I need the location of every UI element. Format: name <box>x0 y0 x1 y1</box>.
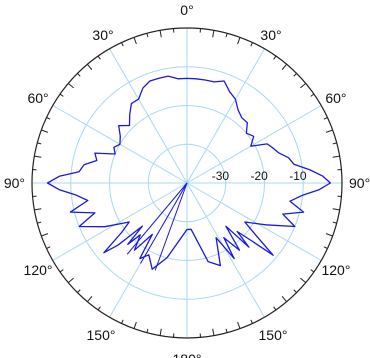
outer-tick <box>250 42 253 47</box>
outer-tick <box>310 93 315 97</box>
outer-tick <box>293 289 297 293</box>
outer-tick <box>146 33 149 38</box>
outer-tick <box>332 142 337 145</box>
outer-tick <box>225 328 228 333</box>
radial-tick-label: -30 <box>212 169 230 183</box>
outer-tick <box>59 93 64 97</box>
outer-tick <box>34 208 42 211</box>
outer-tick <box>237 321 241 329</box>
outer-tick <box>323 246 328 249</box>
angle-tick-label: 60° <box>325 90 346 106</box>
outer-tick <box>41 129 49 133</box>
angle-tick-label: 30° <box>92 27 113 43</box>
radial-tick-label: -20 <box>251 169 269 183</box>
grid-spoke <box>186 182 322 261</box>
angle-tick-label: 120° <box>321 262 350 278</box>
series-layer <box>46 75 332 271</box>
outer-circle <box>31 27 343 339</box>
angle-tick-label: 120° <box>24 262 53 278</box>
outer-tick <box>332 208 340 211</box>
grid-spoke <box>186 182 265 318</box>
outer-tick <box>300 277 307 284</box>
outer-tick <box>121 319 124 324</box>
outer-tick <box>293 73 297 77</box>
outer-tick <box>273 306 277 311</box>
grid-spoke <box>52 182 188 261</box>
outer-tick <box>37 221 42 224</box>
outer-tick <box>281 296 288 303</box>
outer-ticks <box>31 27 343 339</box>
series-spoke <box>140 182 188 264</box>
outer-tick <box>212 328 215 336</box>
outer-tick <box>273 55 277 60</box>
outer-tick <box>46 117 51 120</box>
outer-tick <box>97 306 101 311</box>
series-line <box>46 75 332 270</box>
outer-tick <box>310 269 315 273</box>
outer-tick <box>332 221 337 224</box>
outer-tick <box>212 30 215 38</box>
series-spoke <box>126 182 188 255</box>
outer-tick <box>225 33 228 38</box>
outer-tick <box>67 82 74 89</box>
grid-spoke <box>186 48 265 184</box>
outer-tick <box>159 30 162 38</box>
outer-tick <box>332 155 340 158</box>
outer-tick <box>67 277 74 284</box>
angle-tick-label: 30° <box>260 27 281 43</box>
radial-tick-label: -10 <box>289 169 307 183</box>
outer-tick <box>300 82 307 89</box>
outer-tick <box>59 269 64 273</box>
angle-tick-label: 150° <box>259 327 288 343</box>
grid-spoke <box>186 105 322 184</box>
outer-tick <box>121 42 124 47</box>
grid-spoke <box>109 48 188 184</box>
angle-tick-label: 90° <box>4 175 25 191</box>
angle-tick-label: 60° <box>27 90 48 106</box>
outer-tick <box>325 129 333 133</box>
angle-tick-label: 180° <box>173 351 202 358</box>
radial-tick-labels: -30 -20 -10 <box>212 169 307 183</box>
angle-tick-label: 0° <box>180 2 193 18</box>
angle-tick-labels: 0° 30° 30° 60° 60° 90° 90° 120° 120° 150° 150° 180° <box>4 2 370 358</box>
outer-tick <box>34 155 42 158</box>
outer-tick <box>77 289 81 293</box>
outer-tick <box>159 328 162 336</box>
series-spoke <box>154 182 188 271</box>
outer-tick <box>86 296 93 303</box>
outer-tick <box>237 37 241 45</box>
outer-tick <box>146 328 149 333</box>
outer-tick <box>77 73 81 77</box>
outer-tick <box>133 321 137 329</box>
angle-tick-label: 90° <box>349 175 370 191</box>
outer-tick <box>46 246 51 249</box>
outer-tick <box>97 55 101 60</box>
outer-tick <box>37 142 42 145</box>
outer-tick <box>325 233 333 237</box>
outer-tick <box>323 117 328 120</box>
outer-tick <box>86 63 93 70</box>
outer-tick <box>281 63 288 70</box>
outer-tick <box>250 319 253 324</box>
outer-tick <box>41 233 49 237</box>
outer-tick <box>133 37 137 45</box>
angle-tick-label: 150° <box>87 327 116 343</box>
